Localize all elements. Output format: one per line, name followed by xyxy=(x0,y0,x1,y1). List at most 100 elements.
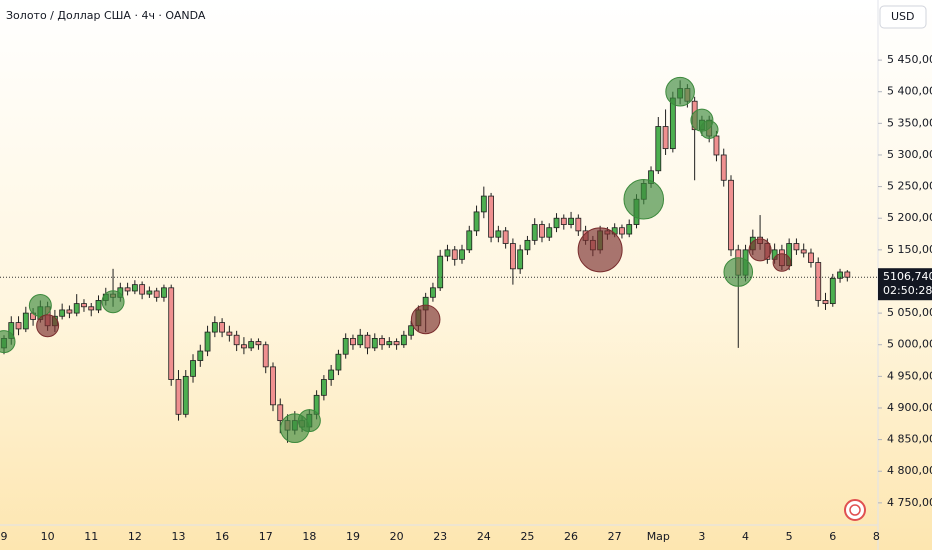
y-tick-label: 5 050,000 xyxy=(887,306,932,319)
candle-body xyxy=(139,284,146,295)
candle-body xyxy=(815,262,822,301)
candle-body xyxy=(211,322,218,333)
x-tick-label: 18 xyxy=(302,530,316,543)
logo xyxy=(844,499,866,521)
x-tick-label: 3 xyxy=(698,530,705,543)
y-tick-label: 5 400,000 xyxy=(887,85,932,98)
candle-body xyxy=(88,306,95,311)
y-tick-label: 5 450,000 xyxy=(887,53,932,66)
candle-body xyxy=(619,227,625,235)
currency-button[interactable] xyxy=(879,5,927,29)
candle-body xyxy=(66,309,73,314)
candle-body xyxy=(168,287,175,380)
candle-body xyxy=(161,287,167,298)
candle-body xyxy=(560,217,567,225)
x-tick-label: 25 xyxy=(520,530,534,543)
bubble xyxy=(623,178,665,220)
candle-body xyxy=(437,255,444,289)
x-tick-label: 5 xyxy=(786,530,793,543)
candle-body xyxy=(146,290,153,295)
y-tick-label: 5 350,000 xyxy=(887,116,932,129)
candle-body xyxy=(350,338,356,346)
candle-body xyxy=(444,249,451,257)
candle-body xyxy=(480,195,487,213)
candle-body xyxy=(131,284,138,292)
candle-body xyxy=(575,217,582,232)
candle-body xyxy=(320,379,327,396)
candle-body xyxy=(662,126,669,150)
x-tick-label: 27 xyxy=(608,530,622,543)
candle-body xyxy=(400,334,407,346)
candle-body xyxy=(531,224,538,241)
candle-body xyxy=(430,287,436,298)
candle-body xyxy=(255,341,262,346)
x-tick-label: 9 xyxy=(1,530,8,543)
candle-body xyxy=(357,334,364,346)
candle-body xyxy=(539,224,545,238)
candle-body xyxy=(95,300,102,311)
y-tick-label: 5 300,000 xyxy=(887,148,932,161)
x-tick-label: 17 xyxy=(259,530,273,543)
candle-body xyxy=(626,224,633,235)
candle-body xyxy=(233,334,240,346)
candle-body xyxy=(270,366,276,406)
candle-body xyxy=(15,322,22,330)
candle-body xyxy=(728,179,734,251)
y-tick-label: 5 000,000 xyxy=(887,338,932,351)
candle-body xyxy=(175,379,182,415)
candle-body xyxy=(509,243,516,270)
candle-body xyxy=(844,271,851,278)
candle-body xyxy=(262,344,269,368)
bubble xyxy=(410,304,441,335)
candle-body xyxy=(568,217,574,225)
candle-body xyxy=(517,249,524,270)
x-tick-label: 26 xyxy=(564,530,578,543)
last-price-box xyxy=(878,268,932,301)
bubble xyxy=(577,227,623,273)
x-tick-label: 16 xyxy=(215,530,229,543)
bubble xyxy=(28,294,52,318)
candle-body xyxy=(371,338,378,349)
candle-body xyxy=(451,249,458,260)
candle-body xyxy=(342,338,349,355)
candle-body xyxy=(59,309,66,317)
currency: USD xyxy=(891,10,915,23)
y-tick-label: 5 150,000 xyxy=(887,243,932,256)
candle-body xyxy=(822,300,829,305)
last-price-label: 5106,740 xyxy=(883,270,932,283)
bubble xyxy=(665,76,695,107)
bubble xyxy=(36,314,60,338)
bubble xyxy=(297,409,321,433)
candle-body xyxy=(248,341,255,349)
candle-body xyxy=(408,325,415,336)
x-tick-label: 11 xyxy=(84,530,98,543)
candle-body xyxy=(197,350,204,361)
candle-body xyxy=(488,195,494,238)
y-tick-label: 5 250,000 xyxy=(887,180,932,193)
candle-body xyxy=(655,126,662,172)
candle-body xyxy=(466,230,473,251)
candle-body xyxy=(829,277,836,305)
candle-body xyxy=(837,271,843,279)
x-tick-label: 10 xyxy=(41,530,55,543)
y-tick-label: 4 800,000 xyxy=(887,464,932,477)
candle-body xyxy=(124,287,131,292)
candle-body xyxy=(328,369,335,380)
candle-body xyxy=(335,353,342,371)
candle-body xyxy=(73,303,80,314)
candle-body xyxy=(553,217,560,229)
candle-body xyxy=(808,252,814,263)
x-tick-label: 13 xyxy=(171,530,185,543)
candle-body xyxy=(473,211,480,232)
bubble xyxy=(699,120,719,139)
countdown-label: 02:50:28 xyxy=(883,284,932,297)
bubble xyxy=(748,238,772,262)
candle-body xyxy=(241,344,247,349)
candle-body xyxy=(81,303,87,308)
candle-body xyxy=(386,341,393,346)
x-tick-label: 19 xyxy=(346,530,360,543)
y-tick-label: 4 950,000 xyxy=(887,369,932,382)
x-tick-label: 6 xyxy=(829,530,836,543)
